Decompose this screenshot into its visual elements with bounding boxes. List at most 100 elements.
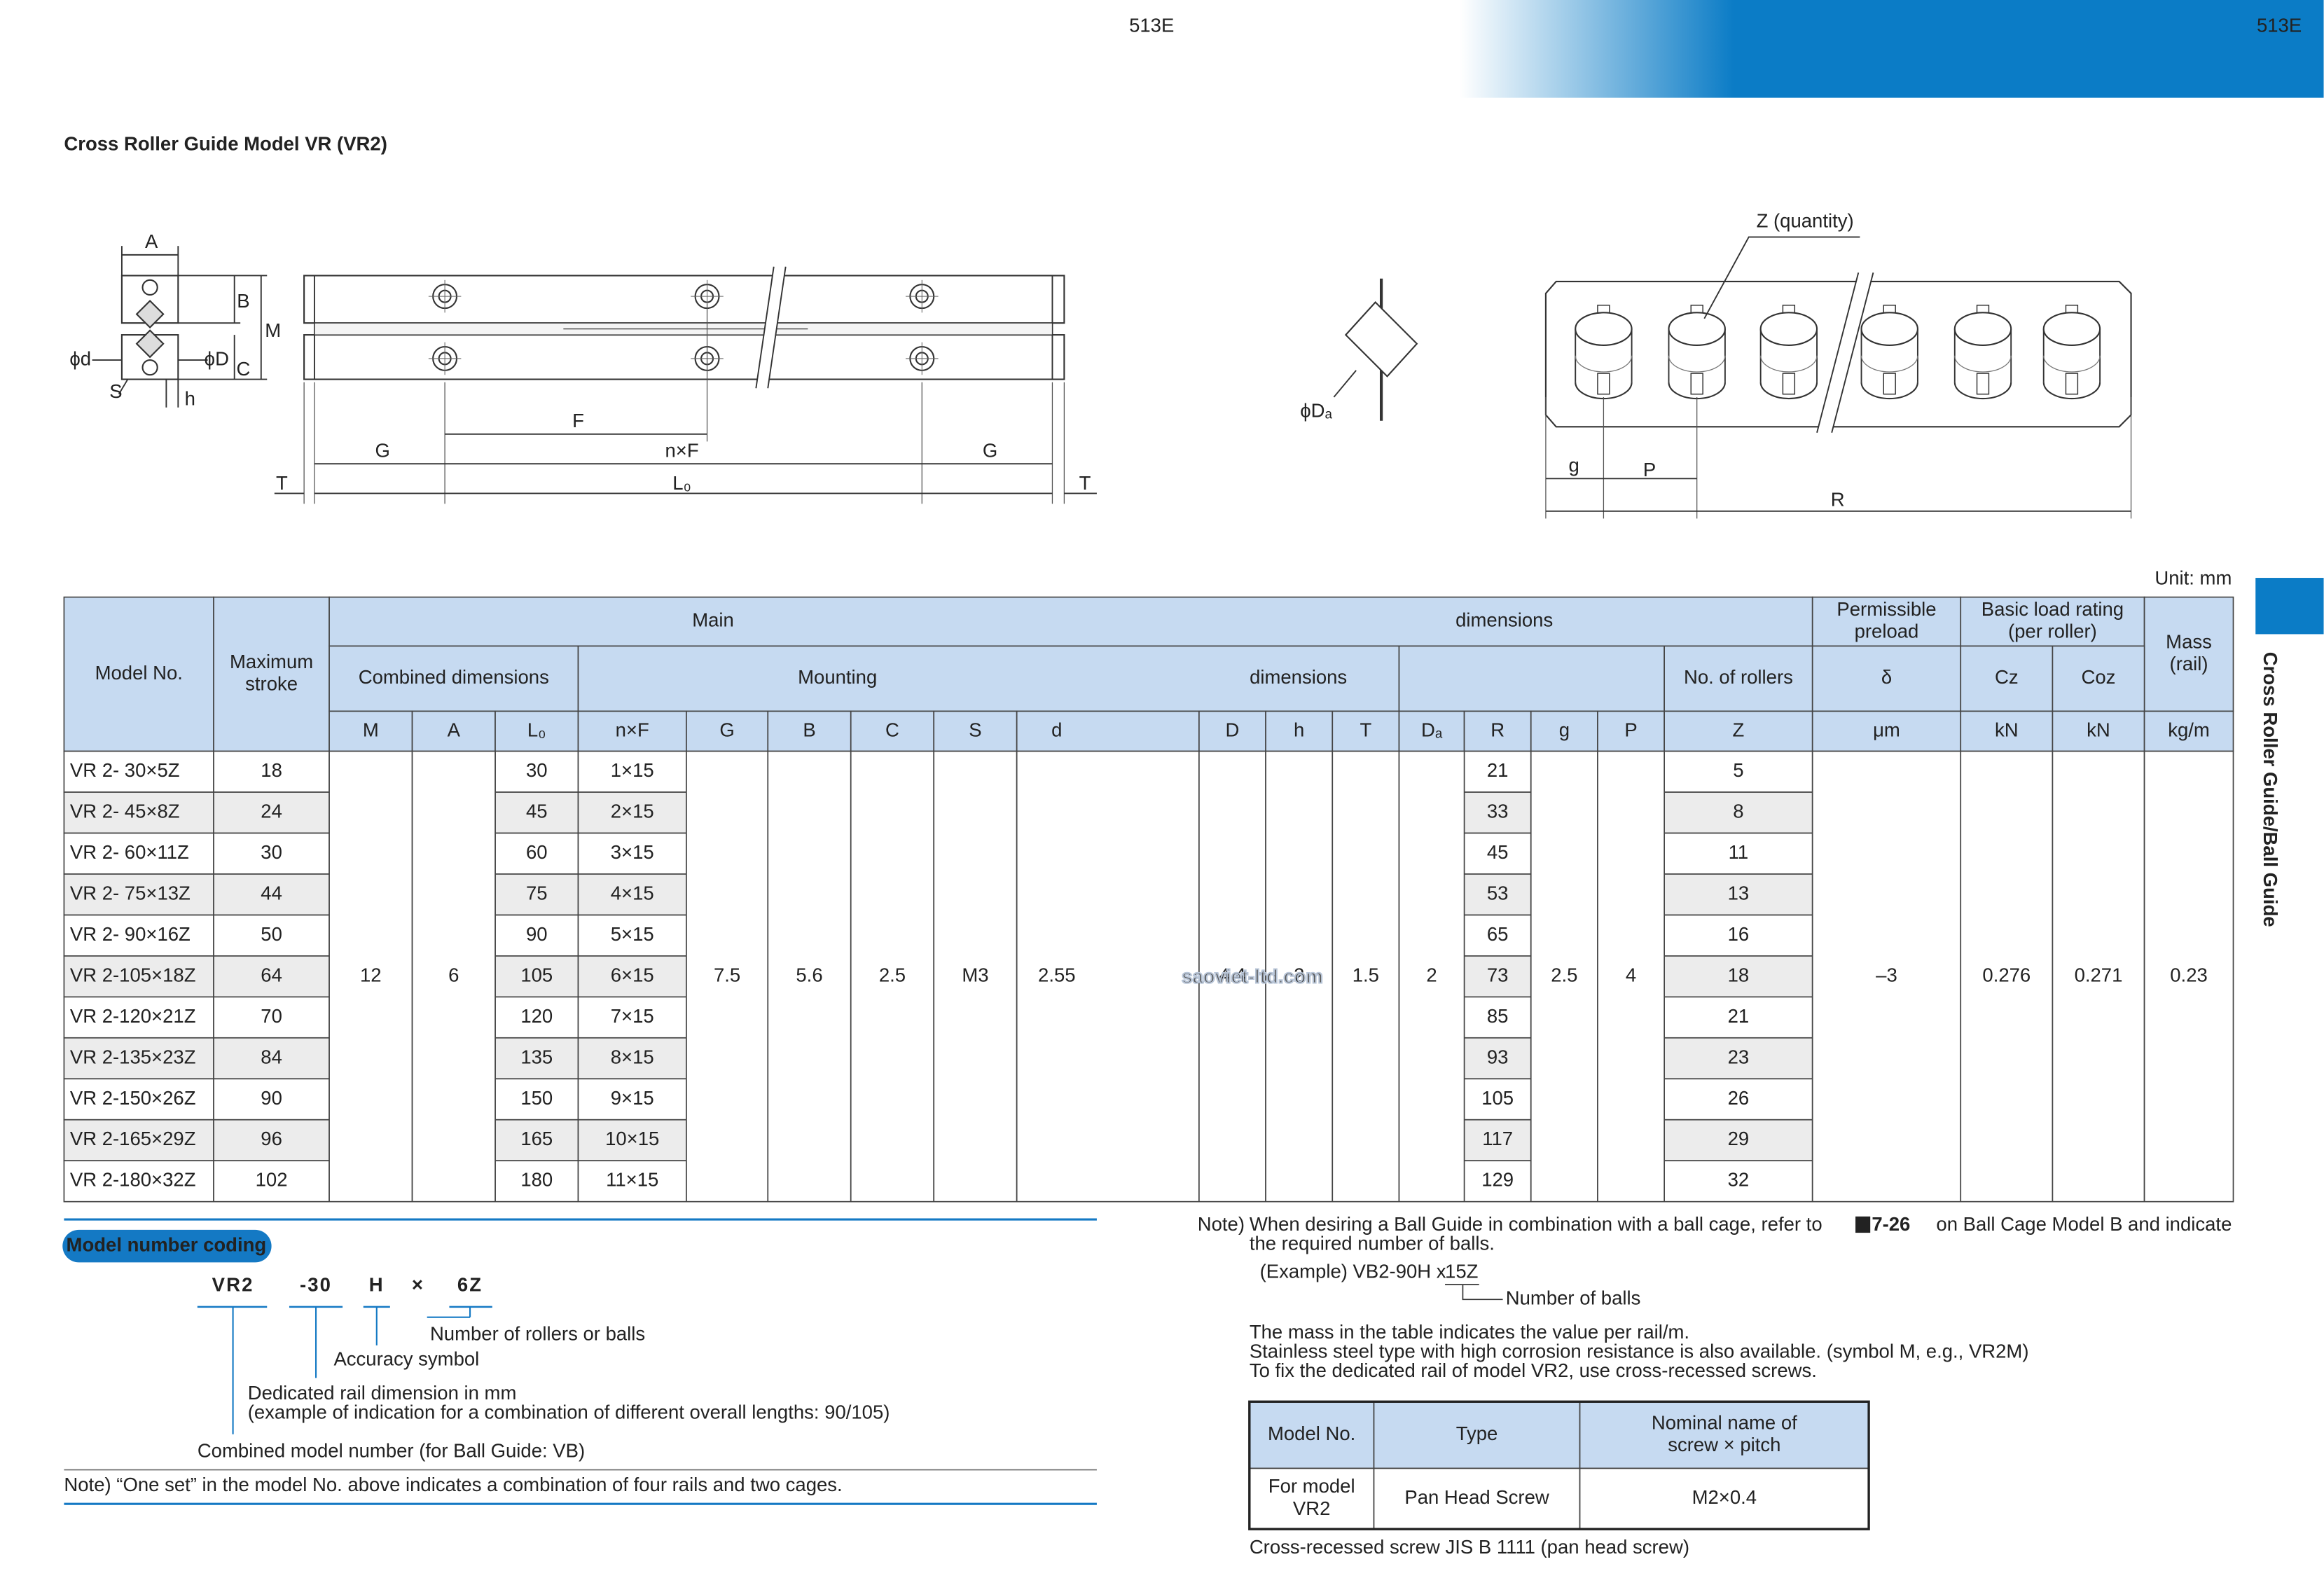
screw-text: Pan Head Screw (1404, 1486, 1549, 1508)
data-cell (494, 832, 579, 875)
header-cell (577, 645, 1400, 712)
cell-value: 32 (1728, 1169, 1750, 1191)
header-cell (1960, 710, 2054, 752)
cell-value: 105 (1481, 1087, 1514, 1109)
cell-value: 5×15 (611, 923, 654, 945)
data-cell (1664, 996, 1813, 1039)
model-number: VR 2-150×26Z (70, 1087, 196, 1109)
cell-value: –3 (1876, 964, 1897, 985)
data-cell (1664, 914, 1813, 957)
header-text: Mounting (798, 666, 877, 688)
note-text: on Ball Cage Model B and indicate (1936, 1213, 2232, 1235)
column-header: g (1559, 719, 1570, 740)
leader-line (1703, 236, 1860, 319)
header-band (1460, 0, 2324, 98)
header-text: Main (692, 609, 734, 631)
merged-cell (2052, 750, 2145, 1203)
example-quantity: 15Z (1445, 1260, 1478, 1282)
header-cell (328, 645, 579, 712)
cell-value: 0.23 (2170, 964, 2208, 985)
header-cell (1960, 645, 2054, 712)
cell-value: 5 (1733, 759, 1743, 781)
data-cell (1463, 955, 1532, 998)
note-text: Stainless steel type with high corrosion… (1250, 1341, 2029, 1362)
diagram-label: T (276, 472, 288, 494)
data-cell (213, 873, 330, 916)
cell-value: 8×15 (611, 1046, 654, 1067)
merged-cell (1016, 750, 1200, 1203)
merged-cell (411, 750, 496, 1203)
header-text: dimensions (1455, 609, 1553, 631)
cell-value: 16 (1728, 923, 1750, 945)
cell-value: 105 (520, 964, 553, 985)
screw-header-text: screw × pitch (1668, 1434, 1780, 1455)
diagram-label: G (983, 439, 997, 461)
header-cell (213, 596, 330, 752)
data-cell (63, 791, 214, 834)
side-tab (2255, 578, 2324, 635)
data-cell (63, 914, 214, 957)
cell-value: 44 (261, 882, 282, 904)
diagram-label: Z (quantity) (1757, 210, 1854, 232)
roller-tab (1976, 373, 1990, 395)
header-text: (rail) (2170, 653, 2208, 674)
roller-tab (2065, 373, 2079, 395)
data-cell (63, 1119, 214, 1162)
header-cell (767, 710, 852, 752)
cell-value: M3 (962, 964, 988, 985)
cell-value: 29 (1728, 1128, 1750, 1149)
column-header: d (1051, 719, 1062, 740)
cell-value: 6×15 (611, 964, 654, 985)
data-cell (63, 955, 214, 998)
data-cell (494, 1160, 579, 1203)
column-header: A (448, 719, 461, 740)
coding-badge (62, 1229, 272, 1263)
diagram-label: T (1079, 472, 1091, 494)
header-cell (328, 710, 413, 752)
cell-value: 21 (1728, 1005, 1750, 1027)
cell-value: 4.4 (1219, 964, 1245, 985)
leader-line (118, 379, 129, 395)
model-number: VR 2- 90×16Z (70, 923, 191, 945)
column-header: D (1226, 719, 1240, 740)
header-text: dimensions (1250, 666, 1347, 688)
break-line (1816, 272, 1860, 433)
break-gap (1817, 272, 1874, 433)
break-line (767, 266, 787, 389)
data-cell (213, 832, 330, 875)
screw-caption: Cross-recessed screw JIS B 1111 (pan hea… (1250, 1536, 1689, 1558)
data-cell (1463, 750, 1532, 793)
break-line (755, 266, 775, 389)
column-header: C (885, 719, 899, 740)
cell-value: 2.5 (1551, 964, 1577, 985)
cell-value: 12 (360, 964, 382, 985)
header-text: stroke (245, 673, 298, 695)
cell-value: 93 (1487, 1046, 1509, 1067)
cell-value: 7×15 (611, 1005, 654, 1027)
cell-value: 85 (1487, 1005, 1509, 1027)
cell-value: 23 (1728, 1046, 1750, 1067)
roller-tab (1782, 373, 1796, 395)
cell-value: 129 (1481, 1169, 1514, 1191)
header-cell (411, 710, 496, 752)
screw-header-text: Model No. (1268, 1423, 1355, 1444)
roller-end (1860, 312, 1918, 346)
cell-value: 70 (261, 1005, 282, 1027)
data-cell (494, 1037, 579, 1080)
column-header: T (1360, 719, 1371, 740)
screw-header-cell (1373, 1401, 1581, 1469)
cell-value: 21 (1487, 759, 1509, 781)
data-cell (494, 1119, 579, 1162)
merged-cell (1811, 750, 1962, 1203)
diagram-label: B (237, 290, 249, 312)
merged-cell (1960, 750, 2054, 1203)
data-cell (1463, 1119, 1532, 1162)
data-cell (63, 832, 214, 875)
data-cell (1463, 1160, 1532, 1203)
screw-text: For model (1268, 1475, 1355, 1497)
header-text: Model No. (95, 662, 183, 684)
cell-value: 50 (261, 923, 282, 945)
header-cell (1016, 710, 1200, 752)
